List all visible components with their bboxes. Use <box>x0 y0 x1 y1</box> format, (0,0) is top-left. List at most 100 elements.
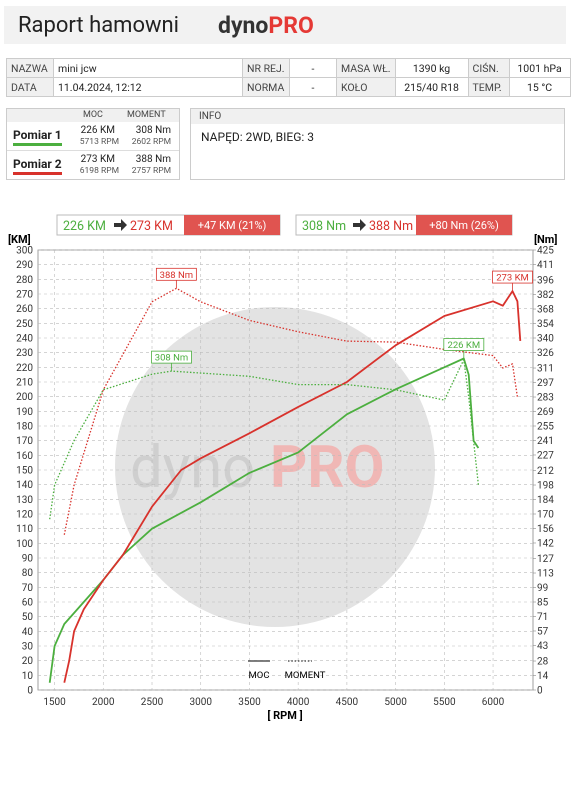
x-tick-label: 4000 <box>287 697 310 708</box>
y2-tick-label: 255 <box>537 422 554 433</box>
run-name: Pomiar 1 <box>13 128 62 146</box>
meta-label: MASA WŁ. <box>336 58 396 78</box>
y2-tick-label: 28 <box>537 657 549 668</box>
y2-tick-label: 326 <box>537 348 554 359</box>
summary-header: MOC <box>83 110 103 120</box>
x-tick-label: 2000 <box>92 697 115 708</box>
y-tick-label: 280 <box>16 275 33 286</box>
y-tick-label: 130 <box>16 495 33 506</box>
x-axis-label: [ RPM ] <box>267 709 302 722</box>
meta-label: TEMP. <box>467 77 510 97</box>
y-tick-label: 20 <box>22 656 34 667</box>
y-tick-label: 220 <box>16 363 33 374</box>
comparison-after: 388 Nm <box>369 219 413 234</box>
meta-value: - <box>289 58 337 78</box>
y2-tick-label: 85 <box>537 598 549 609</box>
summary-head: MOC MOMENT <box>7 109 179 122</box>
y2-tick-label: 227 <box>537 450 554 461</box>
watermark: PRO <box>270 434 385 502</box>
y-tick-label: 0 <box>27 686 33 697</box>
y-tick-label: 210 <box>16 378 33 389</box>
y-axis-label: [KM] <box>8 233 31 246</box>
summary-row: Pomiar 2 273 KM 6198 RPM 388 Nm 2757 RPM <box>7 150 179 179</box>
y2-tick-label: 411 <box>537 260 554 271</box>
annotation: 273 KM <box>496 273 529 284</box>
y2-tick-label: 14 <box>537 671 549 682</box>
y-tick-label: 300 <box>16 246 33 257</box>
comparison-before: 308 Nm <box>302 219 346 234</box>
y2-tick-label: 71 <box>537 612 548 623</box>
summary: MOC MOMENT Pomiar 1 226 KM 5713 RPM 308 Nm 260… <box>6 108 180 180</box>
brand: dynoPRO <box>218 12 314 39</box>
y2-tick-label: 354 <box>537 319 554 330</box>
y-tick-label: 260 <box>16 304 33 315</box>
annotation: 226 KM <box>447 340 480 351</box>
meta-table: NAZWA mini jcw NR REJ. - MASA WŁ. 1390 kg CIŚN… <box>6 58 571 97</box>
meta-value: 1001 hPa <box>508 58 571 78</box>
comparison-diff: +80 Nm (26%) <box>429 219 499 232</box>
power: 273 KM <box>80 154 115 165</box>
y-tick-label: 150 <box>16 466 33 477</box>
y-tick-label: 230 <box>16 348 33 359</box>
comparison-diff: +47 KM (21%) <box>198 219 267 232</box>
y2-tick-label: 425 <box>537 246 554 257</box>
run-name: Pomiar 2 <box>13 157 62 175</box>
y2-tick-label: 170 <box>537 510 554 521</box>
y2-tick-label: 396 <box>537 276 554 287</box>
comparison-diff-bg <box>184 215 280 235</box>
y-tick-label: 180 <box>16 422 33 433</box>
power-line <box>63 290 522 683</box>
y2-tick-label: 142 <box>537 538 554 549</box>
y-tick-label: 10 <box>22 671 34 682</box>
meta-value: 1390 kg <box>394 58 469 78</box>
y-tick-label: 290 <box>16 260 33 271</box>
y2-tick-label: 127 <box>537 554 554 565</box>
watermark-disc <box>115 307 435 627</box>
meta-label: NR REJ. <box>242 58 290 78</box>
y2-tick-label: 0 <box>537 686 543 697</box>
y2-tick-label: 113 <box>537 569 554 580</box>
brand-main: dyno <box>218 12 269 39</box>
torque: 308 Nm <box>135 125 171 136</box>
y-tick-label: 200 <box>16 392 33 403</box>
info: INFO NAPĘD: 2WD, BIEG: 3 <box>190 108 565 180</box>
power-line <box>48 357 480 683</box>
legend-label: MOMENT <box>285 670 326 681</box>
annotation: 308 Nm <box>155 353 188 364</box>
y-tick-label: 140 <box>16 480 33 491</box>
plot: 0102030405060708090100110120130140150160… <box>8 214 557 722</box>
info-text: NAPĘD: 2WD, BIEG: 3 <box>201 130 315 144</box>
power-rpm: 5713 RPM <box>79 137 119 147</box>
y-tick-label: 80 <box>22 568 34 579</box>
y-tick-label: 50 <box>22 612 34 623</box>
y-tick-label: 30 <box>22 642 34 653</box>
y-tick-label: 100 <box>16 539 33 550</box>
y-tick-label: 70 <box>22 583 34 594</box>
meta-label: CIŚN. <box>467 58 510 78</box>
y2-tick-label: 241 <box>537 436 554 447</box>
watermark: dyno <box>130 434 255 502</box>
y-tick-label: 110 <box>16 524 33 535</box>
meta-label: DATA <box>6 77 54 97</box>
comparison-diff-bg <box>416 215 512 235</box>
y-tick-label: 40 <box>22 627 34 638</box>
meta-value: 11.04.2024, 12:12 <box>53 77 243 97</box>
y2-tick-label: 184 <box>537 495 554 506</box>
x-tick-label: 4500 <box>336 697 359 708</box>
meta-value: mini jcw <box>53 58 243 78</box>
y-tick-label: 160 <box>16 451 33 462</box>
torque: 388 Nm <box>135 154 171 165</box>
y2-tick-label: 283 <box>537 393 554 404</box>
torque-rpm: 2757 RPM <box>131 166 171 176</box>
comparison-before: 226 KM <box>63 219 106 234</box>
title: Raport hamowni <box>18 13 180 38</box>
x-tick-label: 5500 <box>433 697 456 708</box>
y-tick-label: 60 <box>22 598 34 609</box>
torque-line <box>49 359 480 520</box>
y-tick-label: 90 <box>22 554 34 565</box>
y2-tick-label: 340 <box>537 334 554 345</box>
meta-value: 15 °C <box>508 77 571 97</box>
info-title: INFO <box>191 109 564 124</box>
y2-tick-label: 297 <box>537 378 554 389</box>
summary-header: MOMENT <box>127 110 166 120</box>
